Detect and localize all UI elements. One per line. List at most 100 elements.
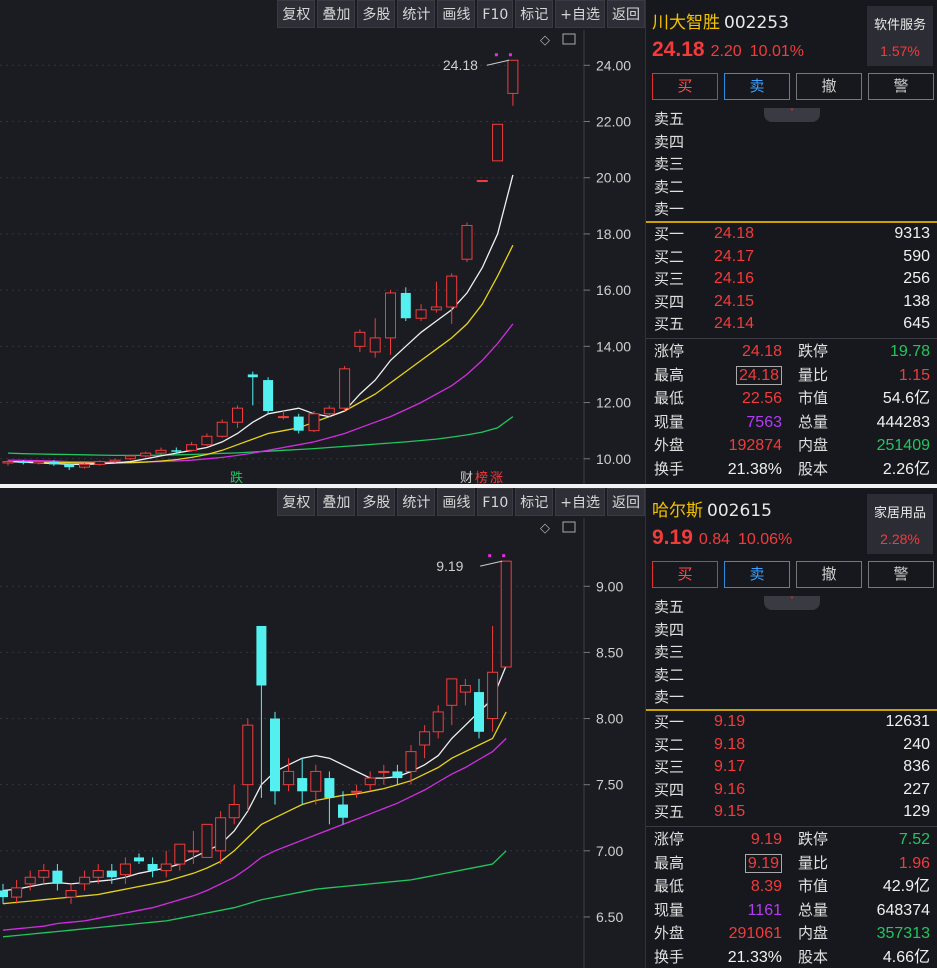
stat-value: 291061	[728, 925, 782, 942]
bid-volume: 240	[903, 735, 930, 753]
candle-body	[339, 368, 351, 409]
candle-body	[155, 449, 167, 454]
chart-toolbar: 复权 叠加 多股 统计 画线 F10 标记 +自选 返回	[275, 488, 645, 516]
multi-stock-button[interactable]: 多股	[357, 488, 396, 516]
price-tick-label: 16.00	[596, 282, 631, 298]
candle-body	[459, 684, 471, 693]
candle-body	[242, 724, 254, 786]
kline-chart[interactable]: 24.00 22.00 20.00 18.00 16.00 14.00 12.00 10.00…	[0, 0, 645, 484]
stock-code: 002615	[707, 501, 772, 521]
bid-row[interactable]: 买二 24.17 590	[654, 246, 930, 269]
stats-table: 涨停 9.19 跌停 7.52 最高 9.19 量比 1.96 最低 8.39 市值 42.9亿 现量 1…	[654, 828, 930, 968]
back-button[interactable]: 返回	[607, 488, 645, 516]
multi-stock-button[interactable]: 多股	[357, 0, 396, 28]
bid-price: 24.17	[714, 247, 755, 265]
bid-label: 买四	[654, 292, 685, 311]
f10-button[interactable]: F10	[477, 0, 514, 28]
alert-button[interactable]: 警	[868, 73, 934, 100]
bid-row[interactable]: 买一 9.19 12631	[654, 711, 930, 734]
diamond-icon: ◇	[540, 33, 550, 48]
stock-name[interactable]: 川大智胜	[652, 13, 720, 33]
mark-button[interactable]: 标记	[515, 0, 554, 28]
stats-row: 涨停 9.19 跌停 7.52	[654, 828, 930, 852]
bid-volume: 227	[903, 780, 930, 798]
candle-body	[415, 309, 427, 319]
stat-value: 1161	[747, 901, 782, 919]
candle-body	[147, 864, 158, 871]
bottom-tag: 财	[460, 471, 473, 484]
sector-box[interactable]: 软件服务 1.57%	[867, 6, 933, 66]
bottom-tag: 跌	[230, 470, 243, 484]
stat-value: 24.18	[741, 343, 782, 360]
add-watchlist-button[interactable]: +自选	[555, 0, 605, 28]
restore-rights-button[interactable]: 复权	[277, 0, 316, 28]
bid-row[interactable]: 买四 24.15 138	[654, 291, 930, 314]
bid-volume: 590	[903, 247, 930, 265]
sell-button[interactable]: 卖	[724, 73, 790, 100]
restore-rights-button[interactable]: 复权	[277, 488, 316, 516]
bid-row[interactable]: 买一 24.18 9313	[654, 223, 930, 246]
buy-button[interactable]: 买	[652, 73, 718, 100]
bid-price: 9.15	[714, 803, 746, 820]
bid-row[interactable]: 买四 9.16 227	[654, 779, 930, 802]
sector-box[interactable]: 家居用品 2.28%	[867, 494, 933, 554]
bid-row[interactable]: 买二 9.18 240	[654, 734, 930, 757]
kline-chart[interactable]: 9.00 8.50 8.00 7.50 7.00 6.50 9.19 ◇ 复权 叠加 多股 统…	[0, 488, 645, 968]
alert-button[interactable]: 警	[868, 561, 934, 588]
panel-divider	[0, 484, 937, 488]
overlay-button[interactable]: 叠加	[317, 0, 356, 28]
candle-body	[216, 421, 228, 437]
stat-label: 换手	[654, 947, 685, 966]
stat-value: 54.6亿	[882, 390, 930, 407]
draw-line-button[interactable]: 画线	[437, 0, 476, 28]
last-price: 24.18	[652, 38, 705, 61]
statistics-button[interactable]: 统计	[397, 488, 436, 516]
bid-price: 24.15	[714, 292, 755, 310]
bid-price: 9.19	[714, 713, 746, 730]
statistics-button[interactable]: 统计	[397, 0, 436, 28]
candle-body	[369, 337, 381, 353]
price-tick-label: 22.00	[596, 114, 631, 130]
add-watchlist-button[interactable]: +自选	[555, 488, 605, 516]
bid-row[interactable]: 买五 24.14 645	[654, 313, 930, 336]
candle-body	[79, 876, 91, 885]
price-tick-label: 6.50	[596, 909, 623, 925]
stat-value: 22.56	[741, 390, 782, 407]
window-toggle-icon	[562, 33, 576, 45]
cancel-order-button[interactable]: 撤	[796, 561, 862, 588]
draw-line-button[interactable]: 画线	[437, 488, 476, 516]
overlay-button[interactable]: 叠加	[317, 488, 356, 516]
stock-name[interactable]: 哈尔斯	[652, 501, 703, 521]
bid-row[interactable]: 买三 9.17 836	[654, 756, 930, 779]
candle-body	[18, 461, 29, 463]
bid-label: 买一	[654, 713, 685, 731]
mark-button[interactable]: 标记	[515, 488, 554, 516]
back-button[interactable]: 返回	[607, 0, 645, 28]
bid-book: 买一 24.18 9313 买二 24.17 590 买三 24.16 256 买四 24.1…	[654, 223, 930, 336]
candle-body	[270, 718, 280, 792]
cancel-order-button[interactable]: 撤	[796, 73, 862, 100]
candle-body	[378, 770, 390, 773]
f10-button[interactable]: F10	[477, 488, 514, 516]
bid-price: 24.16	[714, 270, 755, 287]
stat-label: 内盘	[798, 436, 829, 454]
buy-button[interactable]: 买	[652, 561, 718, 588]
diamond-icon: ◇	[540, 521, 550, 536]
candle-body	[492, 123, 504, 162]
stats-row: 现量 7563 总量 444283	[654, 411, 930, 435]
sector-pct: 1.57%	[880, 43, 920, 59]
collapse-chevron-icon[interactable]: ˅	[764, 596, 820, 610]
stat-label: 股本	[798, 947, 829, 966]
bid-label: 买三	[654, 270, 685, 288]
bid-row[interactable]: 买三 24.16 256	[654, 268, 930, 291]
high-price-arrow	[480, 560, 503, 567]
stat-value: 1.96	[898, 854, 930, 872]
bid-row[interactable]: 买五 9.15 129	[654, 801, 930, 824]
sell-button[interactable]: 卖	[724, 561, 790, 588]
bid-label: 买二	[654, 247, 685, 266]
collapse-chevron-icon[interactable]: ˅	[764, 108, 820, 122]
candle-body	[232, 407, 243, 423]
stat-value: 251409	[876, 437, 930, 454]
ask-list: 卖五 卖四 卖三 卖二 卖一	[654, 596, 684, 709]
sector-pct: 2.28%	[880, 531, 920, 547]
